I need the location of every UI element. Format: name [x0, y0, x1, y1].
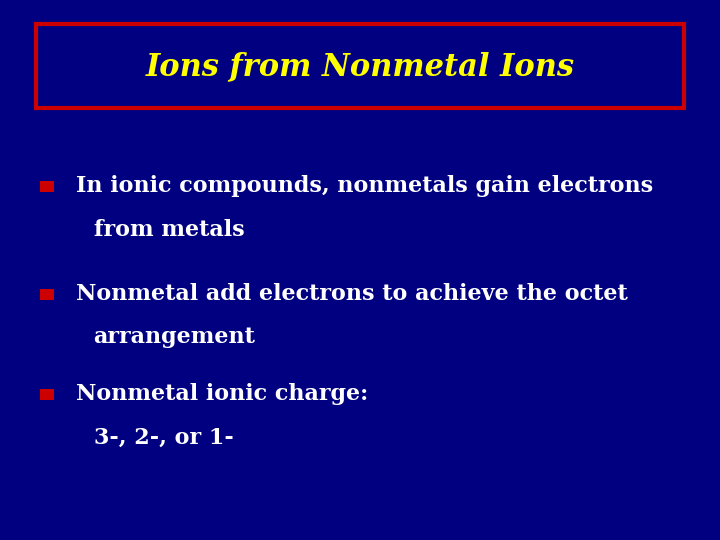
Text: 3-, 2-, or 1-: 3-, 2-, or 1- [94, 427, 233, 448]
Text: In ionic compounds, nonmetals gain electrons: In ionic compounds, nonmetals gain elect… [76, 176, 653, 197]
FancyBboxPatch shape [40, 181, 54, 192]
Text: from metals: from metals [94, 219, 244, 240]
Text: Nonmetal ionic charge:: Nonmetal ionic charge: [76, 383, 368, 405]
FancyBboxPatch shape [40, 389, 54, 400]
Text: arrangement: arrangement [94, 327, 256, 348]
Text: Nonmetal add electrons to achieve the octet: Nonmetal add electrons to achieve the oc… [76, 284, 627, 305]
FancyBboxPatch shape [36, 24, 684, 108]
FancyBboxPatch shape [40, 289, 54, 300]
Text: Ions from Nonmetal Ions: Ions from Nonmetal Ions [145, 51, 575, 82]
